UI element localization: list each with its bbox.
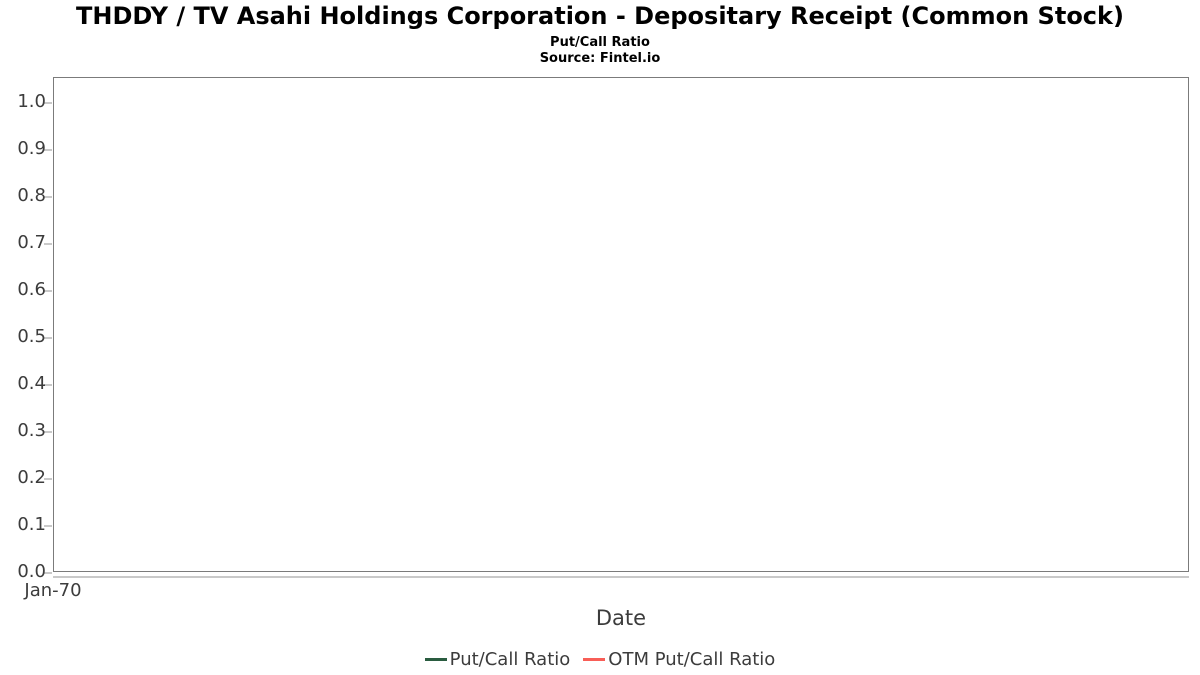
y-tick-mark xyxy=(44,102,52,104)
plot-area xyxy=(53,77,1189,572)
y-tick-label: 0.9 xyxy=(17,138,46,159)
y-tick-mark xyxy=(44,196,52,198)
x-tick-label: Jan-70 xyxy=(24,580,82,601)
y-tick-label: 0.3 xyxy=(17,420,46,441)
y-tick-label: 0.7 xyxy=(17,232,46,253)
y-tick-mark xyxy=(44,337,52,339)
legend-item: OTM Put/Call Ratio xyxy=(583,649,775,670)
x-axis-title: Date xyxy=(595,606,647,630)
y-tick-mark xyxy=(44,384,52,386)
x-axis-line xyxy=(53,576,1189,578)
y-tick-label: 0.1 xyxy=(17,514,46,535)
y-tick-mark xyxy=(44,431,52,433)
y-tick-label: 0.5 xyxy=(17,326,46,347)
y-tick-label: 0.6 xyxy=(17,279,46,300)
legend-line-swatch-icon xyxy=(424,657,447,661)
y-tick-mark xyxy=(44,290,52,292)
chart-title: THDDY / TV Asahi Holdings Corporation - … xyxy=(76,2,1124,30)
y-tick-mark xyxy=(44,478,52,480)
legend-line-swatch-icon xyxy=(583,657,606,661)
y-tick-mark xyxy=(44,525,52,527)
y-tick-mark xyxy=(44,572,52,574)
y-tick-mark xyxy=(44,149,52,151)
legend-item: Put/Call Ratio xyxy=(424,648,571,670)
y-tick-label: 0.8 xyxy=(17,185,46,206)
y-tick-label: 0.4 xyxy=(17,373,46,394)
legend-label: Put/Call Ratio xyxy=(449,648,571,670)
chart-subtitle: Put/Call Ratio xyxy=(550,35,650,50)
legend-label: OTM Put/Call Ratio xyxy=(608,648,776,670)
y-tick-label: 0.0 xyxy=(17,561,46,582)
y-tick-label: 0.2 xyxy=(17,467,46,488)
y-tick-label: 1.0 xyxy=(17,91,46,112)
y-tick-mark xyxy=(44,243,52,245)
chart-source-label: Source: Fintel.io xyxy=(539,51,661,66)
legend: Put/Call Ratio OTM Put/Call Ratio xyxy=(0,645,1200,673)
